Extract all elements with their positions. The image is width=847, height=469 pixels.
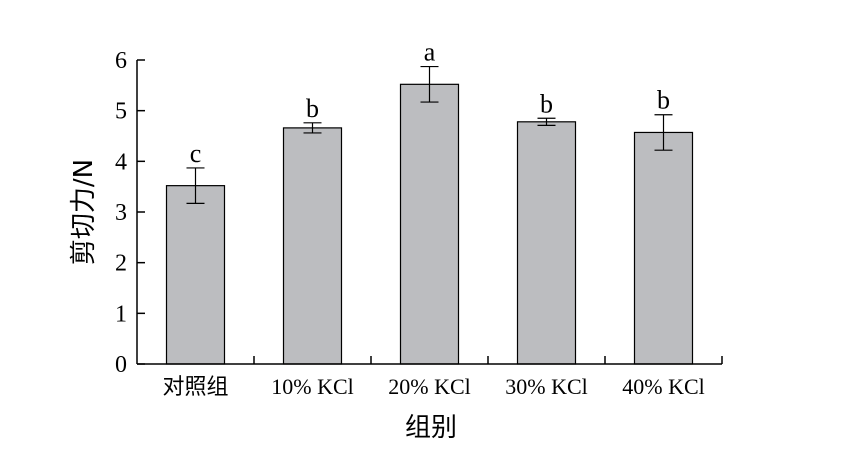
significance-label: a — [424, 38, 436, 67]
axes-layer — [136, 59, 723, 365]
y-tick-label: 5 — [115, 99, 127, 125]
significance-label: b — [540, 89, 553, 118]
x-tick-label: 40% KCl — [622, 374, 705, 399]
significance-label: c — [190, 139, 202, 168]
y-tick-label: 4 — [115, 149, 127, 175]
bar — [282, 127, 343, 365]
x-tick-label: 10% KCl — [271, 374, 354, 399]
y-tick-label: 1 — [115, 301, 127, 327]
bars-layer — [165, 83, 694, 365]
significance-label: b — [657, 86, 670, 115]
bar — [399, 83, 460, 365]
x-axis-title: 组别 — [405, 413, 457, 443]
tick-labels-layer: 0 1 2 3 4 5 6 对照组 10% KCl 20% KCl 30% KCl 40% KCl — [115, 48, 705, 399]
y-tick-label: 0 — [115, 352, 127, 378]
y-axis-title: 剪切力/N — [69, 159, 99, 265]
significance-label: b — [306, 94, 319, 123]
bar — [633, 131, 694, 365]
y-tick-label: 2 — [115, 251, 127, 277]
bar — [165, 185, 226, 365]
error-bars-layer — [186, 65, 673, 204]
x-tick-label: 20% KCl — [388, 374, 471, 399]
y-tick-label: 6 — [115, 48, 127, 74]
y-tick-label: 3 — [115, 200, 127, 226]
x-tick-label: 对照组 — [162, 374, 228, 399]
x-tick-label: 30% KCl — [505, 374, 588, 399]
significance-labels-layer: c b a b b — [190, 38, 670, 168]
bar — [516, 121, 577, 365]
